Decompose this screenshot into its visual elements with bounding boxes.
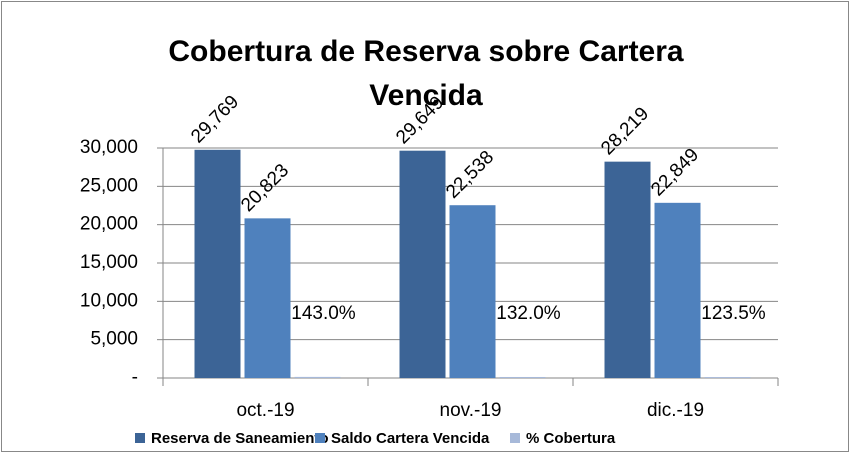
bar xyxy=(704,377,751,378)
data-label: 22,538 xyxy=(442,147,498,203)
bar xyxy=(604,161,651,378)
y-tick-label: - xyxy=(132,367,138,388)
y-tick-label: 15,000 xyxy=(80,252,138,273)
legend-swatch xyxy=(135,433,145,443)
y-tick-label: 20,000 xyxy=(80,214,138,235)
legend-label: % Cobertura xyxy=(526,430,616,447)
legend-swatch xyxy=(510,433,520,443)
x-tick-label: nov.-19 xyxy=(440,400,502,421)
data-label: 143.0% xyxy=(291,303,356,324)
x-tick-label: dic.-19 xyxy=(647,400,704,421)
legend-swatch xyxy=(315,433,325,443)
y-tick-label: 30,000 xyxy=(80,137,138,158)
legend-label: Saldo Cartera Vencida xyxy=(331,430,490,447)
bar xyxy=(654,202,701,378)
bar xyxy=(499,376,546,378)
data-label: 123.5% xyxy=(701,303,766,324)
data-label: 22,849 xyxy=(647,145,703,201)
data-label: 132.0% xyxy=(496,303,561,324)
bar xyxy=(449,205,496,378)
bar xyxy=(294,376,341,378)
data-label: 20,823 xyxy=(237,160,293,216)
bar xyxy=(194,149,241,378)
y-tick-label: 5,000 xyxy=(90,329,138,350)
chart-title: Cobertura de Reserva sobre Cartera Venci… xyxy=(168,35,684,112)
y-tick-label: 25,000 xyxy=(80,175,138,196)
y-tick-label: 10,000 xyxy=(80,290,138,311)
bar xyxy=(244,218,291,378)
bar xyxy=(399,150,446,378)
legend-label: Reserva de Saneamiento xyxy=(151,430,329,447)
x-tick-label: oct.-19 xyxy=(236,400,294,421)
